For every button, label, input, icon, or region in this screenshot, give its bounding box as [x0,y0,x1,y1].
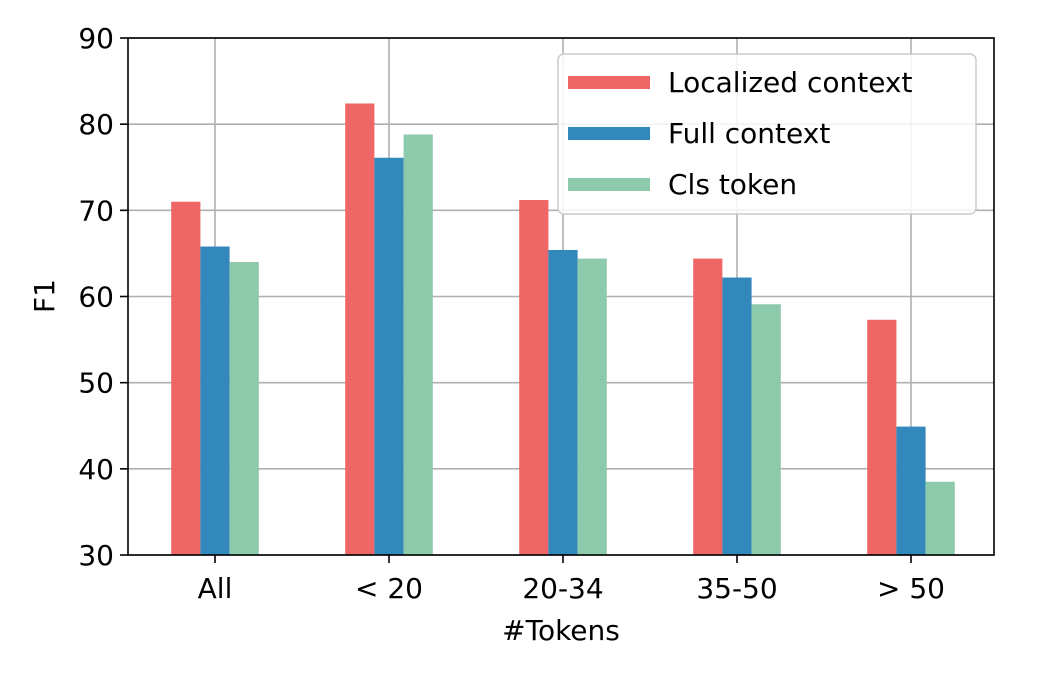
legend: Localized context Full context Cls token [557,53,977,215]
y-tick-label: 70 [78,194,114,227]
bar-cls-token-2 [577,258,607,555]
bar-cls-token-4 [925,481,955,555]
y-tick-label: 30 [78,539,114,572]
x-tick-label: 35-50 [696,572,777,605]
legend-swatch [568,127,650,140]
legend-label: Full context [668,117,830,150]
y-tick-label: 90 [78,22,114,55]
y-axis-label: F1 [28,279,61,313]
x-axis-ticks: All < 20 20-34 35-50 > 50 [198,555,945,605]
bar-full-context-2 [548,249,578,555]
bar-localized-context-2 [519,199,549,555]
x-tick-label: 20-34 [522,572,603,605]
bar-cls-token-0 [229,262,259,555]
bar-cls-token-1 [403,134,433,556]
legend-box [557,53,977,215]
legend-swatch [568,178,650,191]
x-tick-label: All [198,572,233,605]
y-tick-label: 80 [78,108,114,141]
x-tick-label: > 50 [877,572,945,605]
x-tick-label: < 20 [355,572,423,605]
y-axis-ticks: 30 40 50 60 70 80 90 [78,22,128,572]
bar-full-context-1 [374,157,404,555]
x-axis-label: #Tokens [502,614,620,647]
bar-full-context-0 [200,246,230,556]
bar-full-context-4 [896,426,926,555]
bar-localized-context-3 [693,258,723,555]
bar-localized-context-0 [171,201,201,555]
y-tick-label: 50 [78,367,114,400]
legend-swatch [568,76,650,89]
bar-localized-context-4 [867,319,897,555]
bar-localized-context-1 [345,103,375,555]
legend-label: Localized context [668,66,913,99]
bars [171,103,955,556]
bar-full-context-3 [722,277,752,555]
y-tick-label: 60 [78,281,114,314]
legend-label: Cls token [668,168,797,201]
bar-cls-token-3 [751,304,781,555]
y-tick-label: 40 [78,453,114,486]
